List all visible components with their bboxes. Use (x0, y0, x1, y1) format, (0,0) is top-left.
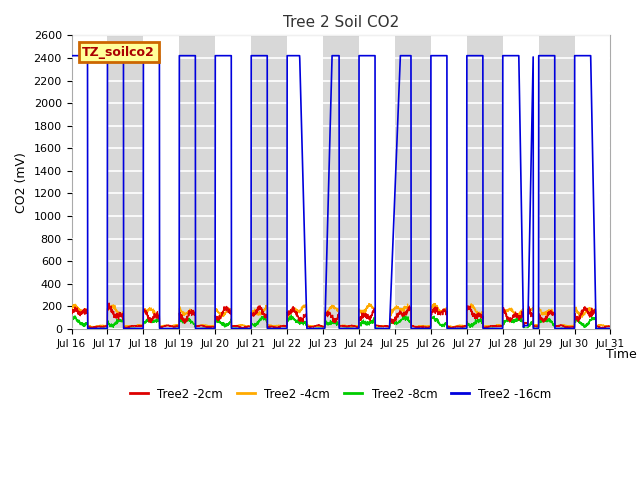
Bar (251, 36, 287, 329)
Bar (467, 36, 502, 329)
Title: Tree 2 Soil CO2: Tree 2 Soil CO2 (283, 15, 399, 30)
Bar (395, 36, 431, 329)
Bar (179, 36, 215, 329)
Y-axis label: CO2 (mV): CO2 (mV) (15, 152, 28, 213)
Bar (359, 36, 395, 329)
Bar (72, 36, 108, 329)
Bar (431, 36, 467, 329)
Legend: Tree2 -2cm, Tree2 -4cm, Tree2 -8cm, Tree2 -16cm: Tree2 -2cm, Tree2 -4cm, Tree2 -8cm, Tree… (125, 383, 556, 405)
Text: TZ_soilco2: TZ_soilco2 (83, 46, 155, 59)
Bar (287, 36, 323, 329)
Bar (108, 36, 143, 329)
Bar (539, 36, 575, 329)
Bar (575, 36, 611, 329)
Bar (215, 36, 251, 329)
Bar (502, 36, 539, 329)
Bar (323, 36, 359, 329)
Bar (143, 36, 179, 329)
X-axis label: Time: Time (606, 348, 637, 361)
